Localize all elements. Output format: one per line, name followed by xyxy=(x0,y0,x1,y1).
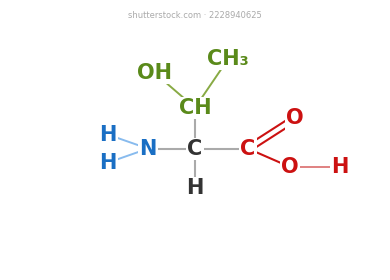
Text: H: H xyxy=(99,153,117,172)
Text: OH: OH xyxy=(138,63,172,83)
Text: H: H xyxy=(99,125,117,144)
Text: H: H xyxy=(186,178,204,199)
Text: H: H xyxy=(332,157,349,177)
Text: CH₃: CH₃ xyxy=(207,49,249,69)
Text: CH: CH xyxy=(179,98,211,118)
Text: C: C xyxy=(187,139,203,158)
Text: shutterstock.com · 2228940625: shutterstock.com · 2228940625 xyxy=(128,11,262,20)
Text: O: O xyxy=(281,157,299,177)
Text: C: C xyxy=(240,139,255,158)
Text: O: O xyxy=(286,108,304,129)
Text: N: N xyxy=(139,139,157,158)
